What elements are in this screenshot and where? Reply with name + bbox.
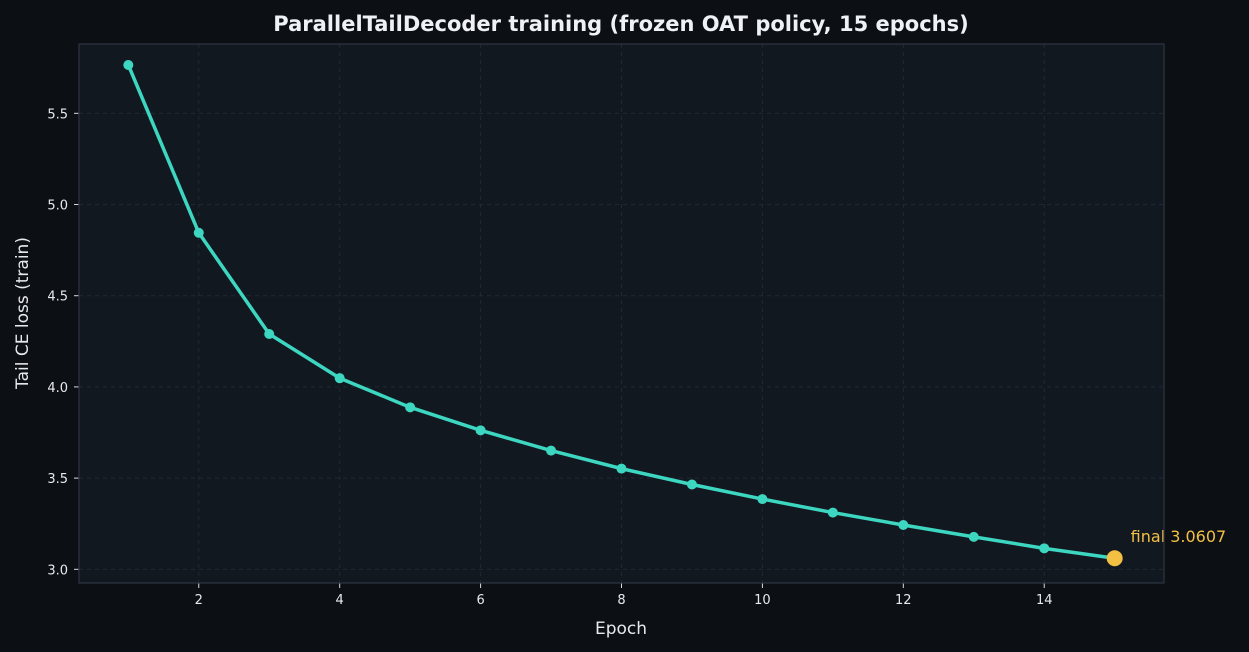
grid xyxy=(79,44,1164,583)
plot-frame xyxy=(78,43,1165,584)
data-point xyxy=(546,445,557,456)
x-tick-label: 6 xyxy=(476,593,484,608)
x-tick-label: 10 xyxy=(754,593,771,608)
x-axis-ticks: 2 4 6 8 10 12 14 xyxy=(195,583,1053,608)
data-point xyxy=(968,531,979,542)
data-point xyxy=(334,373,345,384)
data-point xyxy=(475,425,486,436)
x-tick-label: 2 xyxy=(195,593,203,608)
series-layer xyxy=(123,59,1120,564)
x-tick-label: 14 xyxy=(1036,593,1053,608)
data-point xyxy=(264,329,275,340)
y-tick-label: 5.0 xyxy=(47,199,68,214)
data-point xyxy=(827,507,838,518)
x-tick-label: 8 xyxy=(617,593,625,608)
chart-title: ParallelTailDecoder training (frozen OAT… xyxy=(273,12,968,36)
x-tick-label: 12 xyxy=(895,593,912,608)
y-tick-label: 5.5 xyxy=(47,107,68,122)
final-point-marker xyxy=(1106,550,1123,567)
annotations: final 3.0607 xyxy=(1106,527,1227,567)
y-tick-label: 3.0 xyxy=(47,563,68,578)
data-point xyxy=(898,519,909,530)
y-tick-label: 4.5 xyxy=(47,290,68,305)
data-point xyxy=(405,402,416,413)
y-tick-label: 4.0 xyxy=(47,381,68,396)
data-point xyxy=(193,227,204,238)
data-point xyxy=(686,479,697,490)
x-tick-label: 4 xyxy=(336,593,344,608)
data-point xyxy=(616,463,627,474)
data-point xyxy=(1039,543,1050,554)
data-point xyxy=(123,59,134,70)
y-axis-label: Tail CE loss (train) xyxy=(13,237,33,390)
final-value-annotation: final 3.0607 xyxy=(1131,527,1227,546)
y-tick-label: 3.5 xyxy=(47,472,68,487)
x-axis-label: Epoch xyxy=(595,619,647,639)
data-point xyxy=(757,494,768,505)
y-axis-ticks: 3.0 3.5 4.0 4.5 5.0 5.5 xyxy=(47,107,79,578)
